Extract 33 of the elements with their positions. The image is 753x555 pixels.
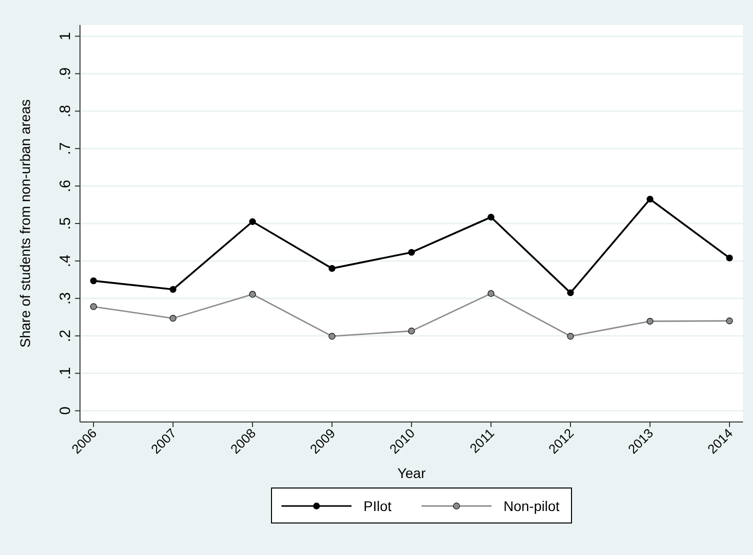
- point: [488, 290, 494, 297]
- point: [170, 314, 176, 322]
- point: [249, 290, 256, 298]
- y-tick-label: .7: [57, 142, 74, 155]
- y-tick-label: .1: [57, 367, 74, 380]
- point: [567, 332, 574, 340]
- point: [726, 254, 733, 262]
- legend-label: Non-pilot: [504, 498, 560, 514]
- x-axis-title: Year: [397, 465, 426, 481]
- point: [646, 318, 654, 325]
- y-axis-title: Share of students from non-urban areas: [17, 99, 33, 348]
- y-tick-label: .9: [57, 67, 74, 80]
- point: [90, 303, 97, 310]
- point: [567, 289, 574, 296]
- y-tick-label: .8: [57, 104, 74, 118]
- point: [408, 248, 415, 256]
- point: [90, 277, 97, 284]
- y-tick-label: .6: [57, 180, 74, 192]
- y-tick-label: 1: [57, 32, 74, 40]
- y-tick-label: .3: [57, 292, 74, 305]
- point: [328, 265, 336, 272]
- point: [408, 328, 415, 334]
- point: [328, 332, 336, 340]
- point: [170, 286, 176, 293]
- point: [646, 196, 654, 203]
- y-tick-label: 0: [57, 406, 74, 415]
- y-tick-label: .2: [57, 330, 74, 342]
- y-tick-label: .4: [57, 254, 74, 268]
- legend-label: PIlot: [364, 498, 392, 514]
- point: [249, 218, 256, 226]
- y-tick-label: .5: [57, 217, 74, 230]
- point: [726, 317, 733, 324]
- point: [488, 214, 494, 221]
